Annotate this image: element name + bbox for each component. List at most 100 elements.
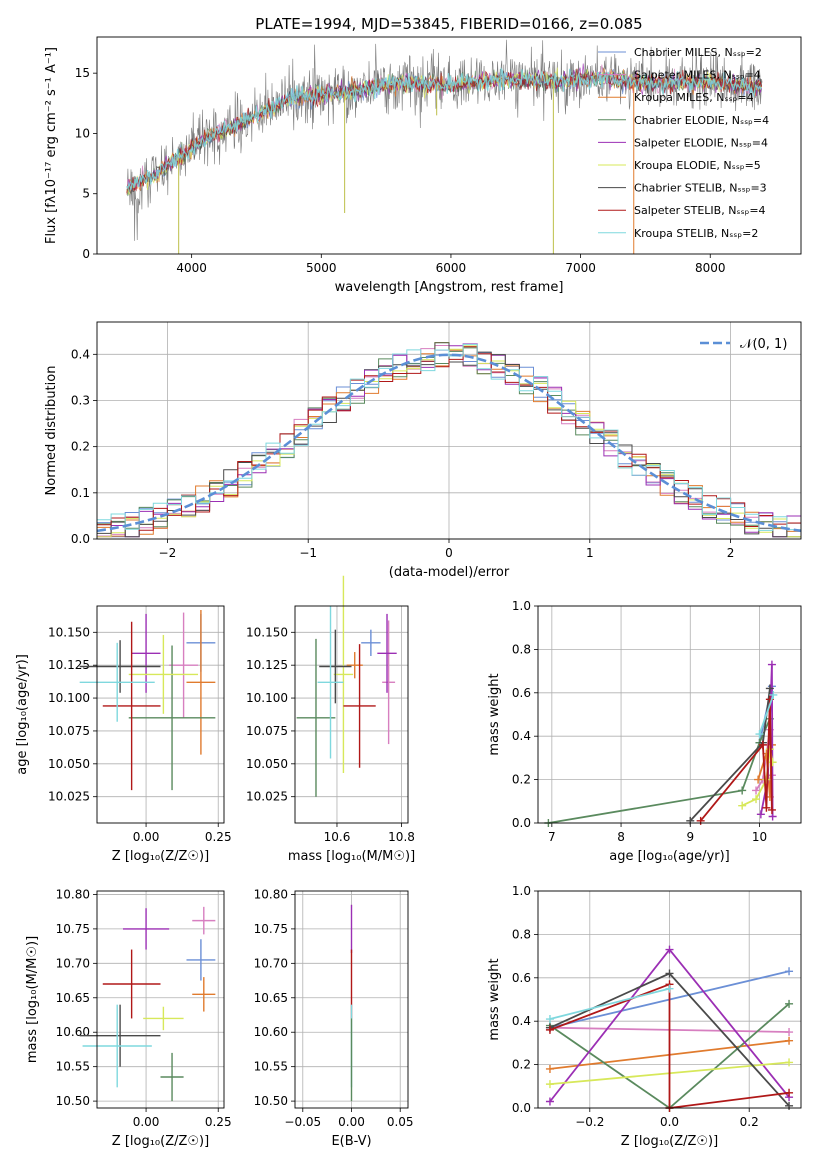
x-tick-label: 1 [586,546,594,560]
legend-label: Chabrier MILES, Nₛₛₚ=2 [634,46,762,59]
legend-label: Chabrier STELIB, Nₛₛₚ=3 [634,182,767,195]
weight-point-marker [752,786,761,795]
x-tick-label: 7000 [565,261,596,275]
y-tick-label: 10.075 [48,724,90,738]
weight-series-line [549,987,670,1020]
y-tick-label: 10.100 [48,691,90,705]
legend-label: 𝒩(0, 1) [740,337,787,352]
x-tick-label: 10 [752,830,767,844]
y-tick-label: 10.150 [246,625,288,639]
legend-label: Kroupa STELIB, Nₛₛₚ=2 [634,227,758,240]
legend-label: Kroupa MILES, Nₛₛₚ=4 [634,91,754,104]
y-tick-label: 1.0 [512,884,531,898]
figure-title: PLATE=1994, MJD=53845, FIBERID=0166, z=0… [255,15,642,33]
weight-point-marker [665,945,674,954]
spectrum-lines [126,39,763,254]
model-spectrum-line [126,67,763,191]
x-tick-label: −0.2 [575,1115,604,1129]
histogram-series [97,343,801,531]
weight-point-marker [738,786,747,795]
mass-weight-vs-age-panel: 7 8 9 10 0.0 0.2 0.4 0.6 0.8 1.0 age [log₁₀(age/yr… [487,599,802,864]
plot-frame [96,36,802,255]
weight-point-marker [785,1028,794,1037]
y-tick-label: 10.65 [254,991,288,1005]
y-tick-label: 0.2 [512,773,531,787]
weight-point-marker [785,1058,794,1067]
mass-weight-vs-Z-panel: −0.2 0.0 0.2 0.0 0.2 0.4 0.6 0.8 1.0 Z [log₁₀(Z/Z… [487,884,802,1149]
legend-label: Salpeter ELODIE, Nₛₛₚ=4 [634,136,768,149]
weight-series-line [549,982,790,1110]
y-tick-label: 10.75 [254,922,288,936]
plot-frame [294,890,409,1109]
age-vs-mass-panel: 10.6 10.8 10.025 10.050 10.075 10.100 10.125 10… [246,575,415,864]
y-tick-label: 10.025 [48,790,90,804]
x-tick-label: 7 [548,830,556,844]
y-tick-label: 10.150 [48,625,90,639]
y-tick-label: 0.8 [512,642,531,656]
x-tick-label: 0.0 [660,1115,679,1129]
y-tick-label: 10.55 [254,1060,288,1074]
weight-point-marker [785,1088,794,1097]
x-axis-label: (data-model)/error [389,565,510,580]
weight-point-marker [785,999,794,1008]
x-axis-label: mass [log₁₀(M/M☉)] [288,849,415,864]
y-tick-label: 10.70 [56,956,90,970]
y-tick-label: 0.4 [71,347,90,361]
weight-point-marker [545,1015,554,1024]
weight-point-marker [755,730,764,739]
y-tick-label: 10.50 [254,1094,288,1108]
weight-point-marker [752,795,761,804]
y-tick-label: 0.2 [512,1058,531,1072]
y-tick-label: 0.2 [71,440,90,454]
age-vs-Z-panel: 0.00 0.25 10.025 10.050 10.075 10.100 10.125 10… [15,605,232,864]
x-tick-label: 0.00 [133,1115,160,1129]
x-tick-label: 4000 [176,261,207,275]
plot-frame [96,321,802,540]
y-tick-label: 0 [82,247,90,261]
x-tick-label: 9 [686,830,694,844]
mass-vs-EBV-panel: −0.05 0.00 0.05 10.50 10.55 10.60 10.65 10.70 10… [254,887,414,1149]
weight-point-marker [545,1025,554,1034]
y-tick-label: 0.6 [512,971,531,985]
y-tick-label: 0.8 [512,927,531,941]
y-axis-label: mass [log₁₀(M/M☉)] [25,936,40,1063]
y-tick-label: 10.050 [48,757,90,771]
weight-point-marker [545,1064,554,1073]
x-axis-label: E(B-V) [331,1134,371,1149]
weight-point-marker [545,1097,554,1106]
y-tick-label: 0.1 [71,486,90,500]
x-tick-label: 0.25 [205,830,232,844]
y-axis-label: Flux [fλ10⁻¹⁷ erg cm⁻² s⁻¹ A⁻¹] [44,47,59,244]
weight-point-marker [767,805,776,814]
weight-point-marker [696,816,705,825]
x-tick-label: 8000 [695,261,726,275]
plot-frame [96,890,225,1109]
y-tick-label: 10.125 [48,658,90,672]
y-tick-label: 10.80 [254,887,288,901]
y-tick-label: 5 [82,187,90,201]
spectrum-panel: 4000 5000 6000 7000 8000 0 5 10 15 wavelength [An… [44,36,802,295]
weight-point-marker [665,984,674,993]
y-tick-label: 0.0 [71,532,90,546]
y-tick-label: 0.4 [512,1014,531,1028]
gaussian-curve [97,353,801,533]
x-tick-label: 10.6 [324,830,351,844]
y-tick-label: 15 [75,66,90,80]
x-tick-label: 0.00 [133,830,160,844]
y-tick-label: 0.3 [71,393,90,407]
histogram-panel: −2 −1 0 1 2 0.0 0.1 0.2 0.3 0.4 (data-model)/error… [44,321,802,580]
plot-frame [96,605,225,824]
weight-point-marker [762,803,771,812]
x-tick-label: 8 [617,830,625,844]
y-axis-label: mass weight [487,958,502,1040]
histogram-series [97,346,801,531]
x-tick-label: 0.25 [205,1115,232,1129]
y-tick-label: 10.100 [246,691,288,705]
y-tick-label: 10.75 [56,922,90,936]
legend-label: Chabrier ELODIE, Nₛₛₚ=4 [634,114,769,127]
weight-point-marker [665,969,674,978]
y-axis-label: age [log₁₀(age/yr)] [15,654,30,775]
legend-label: Salpeter MILES, Nₛₛₚ=4 [634,69,761,82]
weight-point-marker [754,775,763,784]
